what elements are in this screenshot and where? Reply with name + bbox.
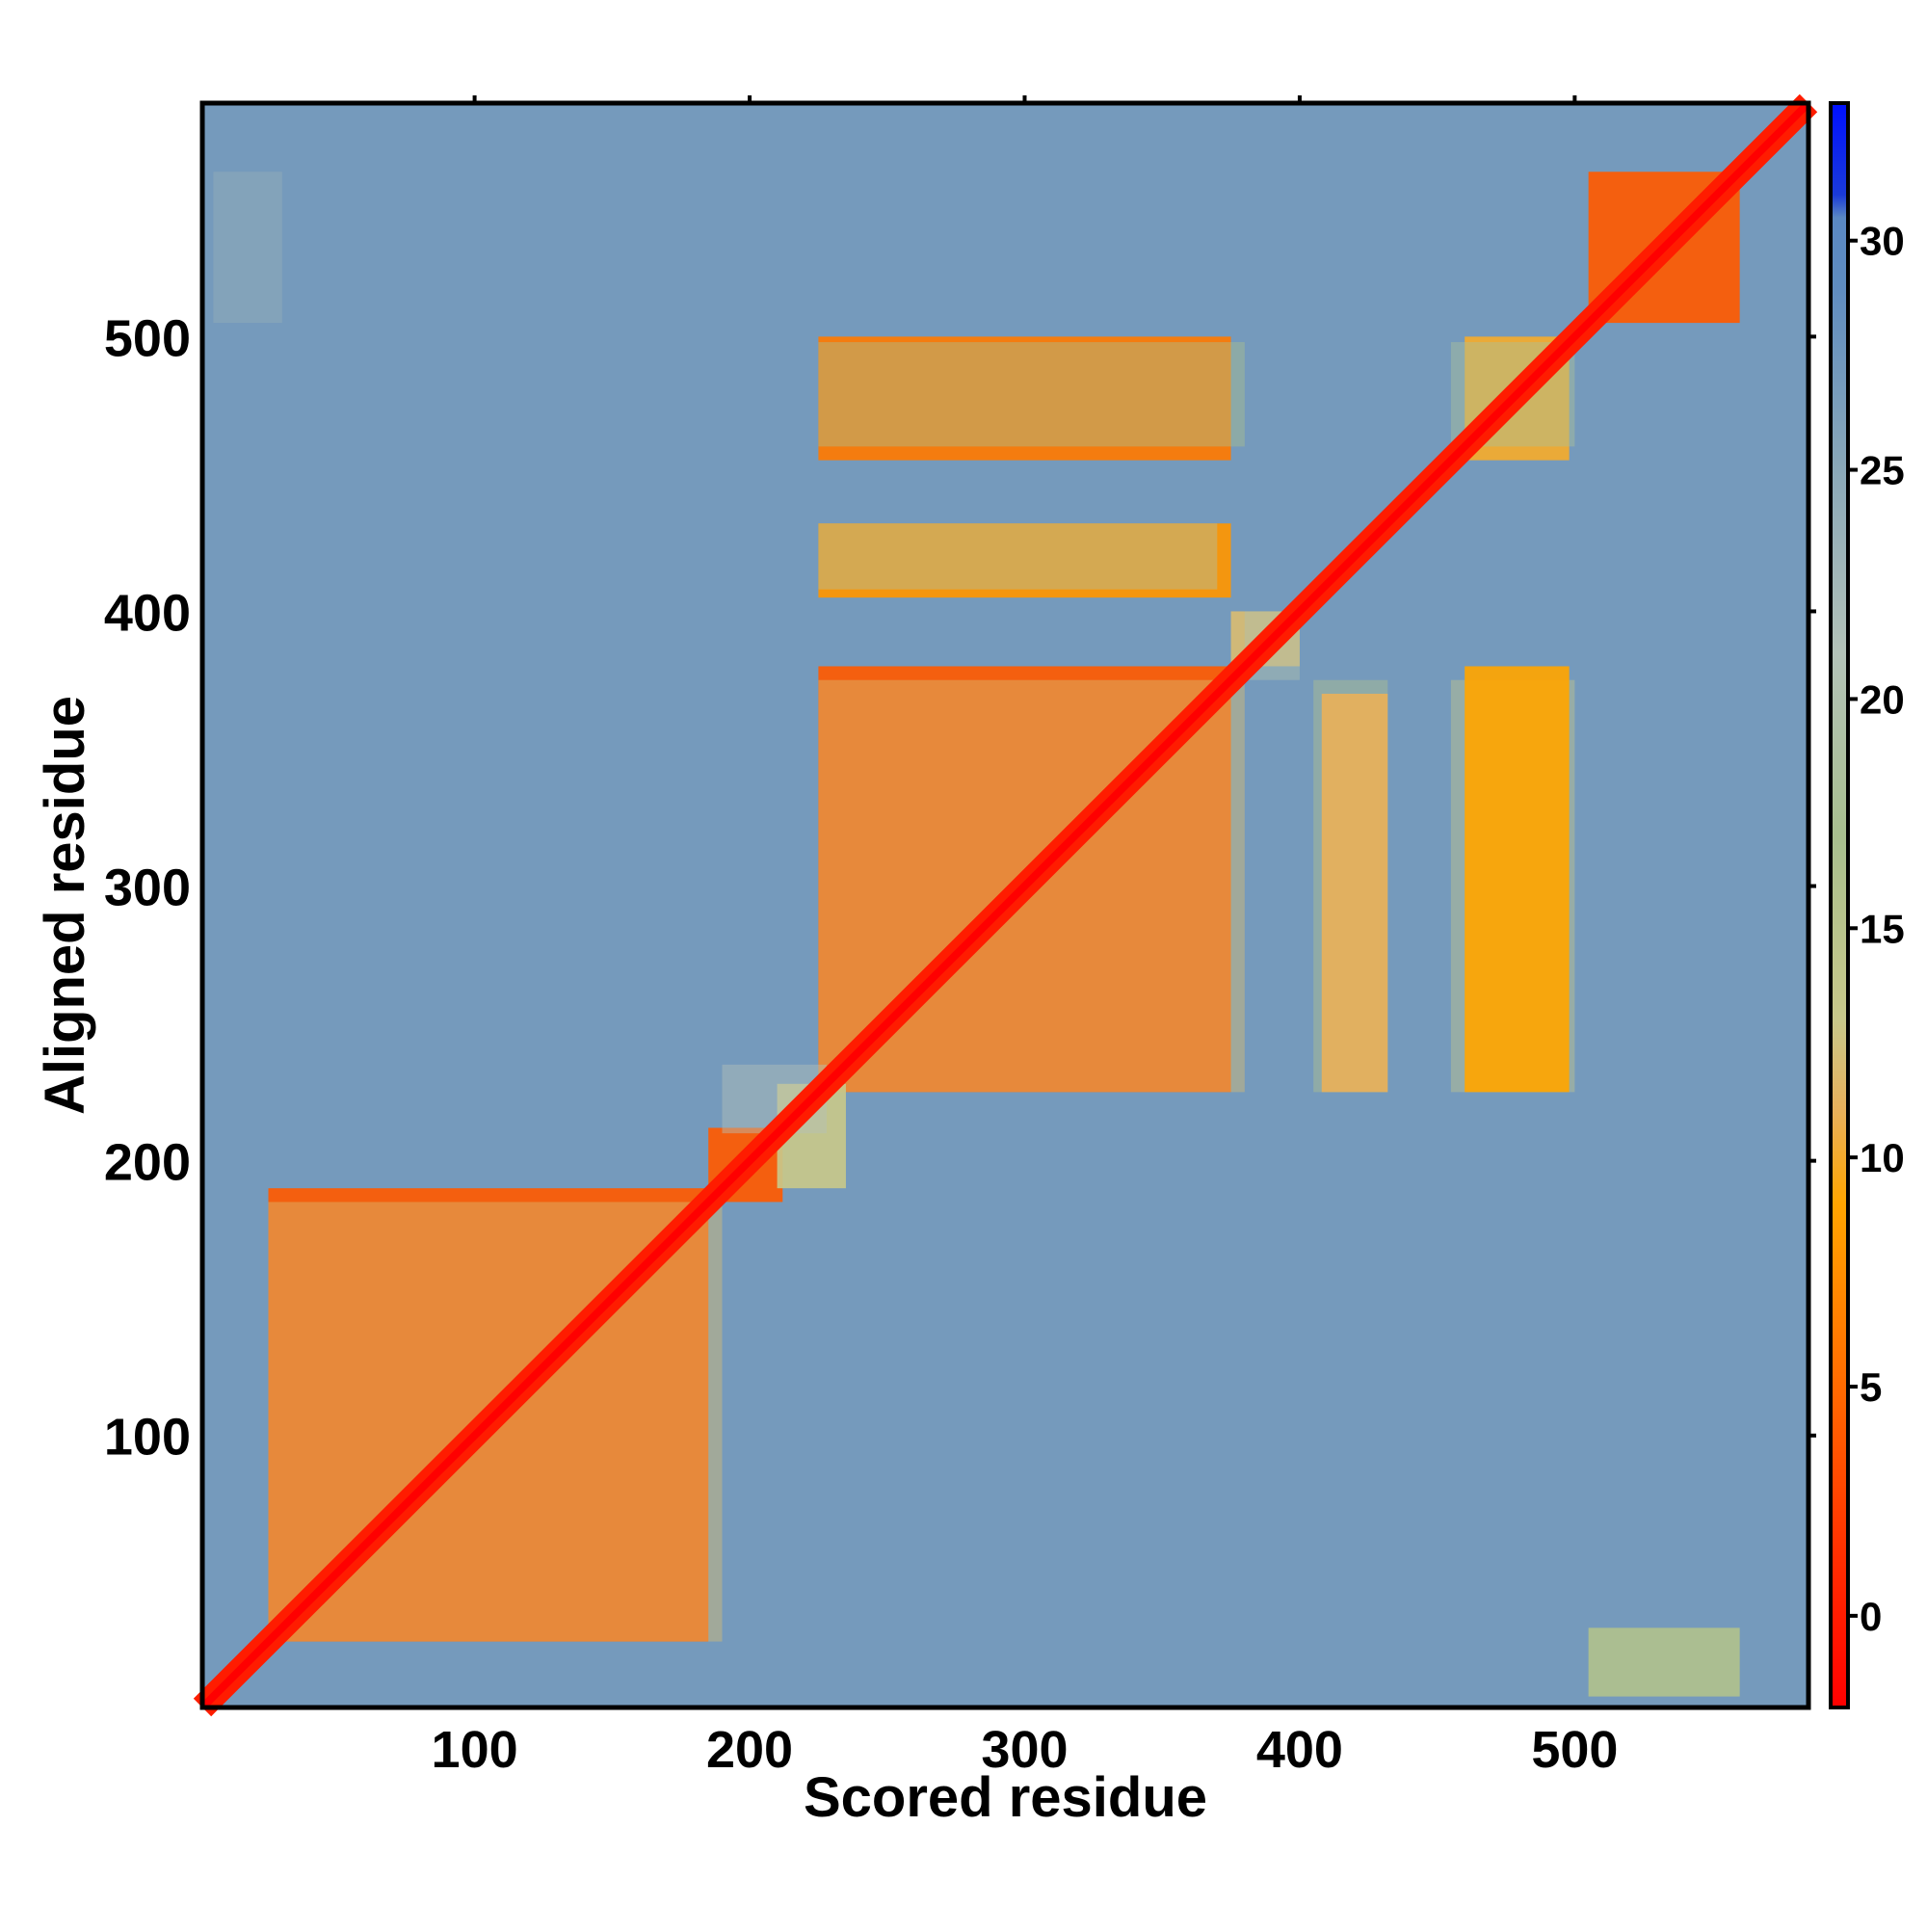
x-tick-label: 100 [432,1721,518,1779]
y-axis-ticks: 100 200 300 400 500 [104,309,1816,1467]
colorbar [1831,103,1848,1707]
colorbar-frame [1829,101,1850,1709]
heatmap-block-10 [1588,1628,1740,1697]
colorbar-tick-label: 25 [1860,448,1905,493]
heatmap-block-8 [1465,666,1570,1093]
heatmap-block-mirror-10 [213,172,282,324]
x-tick-label: 400 [1256,1721,1343,1779]
colorbar-tick-label: 30 [1860,219,1905,264]
x-axis-label: Scored residue [804,1766,1207,1829]
x-tick-label: 500 [1531,1721,1618,1779]
y-tick-label: 400 [104,584,191,642]
y-tick-label: 200 [104,1134,191,1192]
heatmap-block-mirror-8 [818,342,1245,447]
colorbar-tick-label: 15 [1860,906,1905,951]
x-tick-label: 200 [706,1721,793,1779]
plot-frame [199,100,1811,1710]
heatmap-block-7 [1321,693,1388,1093]
x-axis-ticks: 100 200 300 400 500 [432,95,1618,1779]
colorbar-tick-label: 5 [1860,1364,1882,1410]
colorbar-tick-label: 10 [1860,1135,1905,1180]
colorbar-tick-label: 0 [1860,1594,1882,1639]
y-axis-label: Aligned residue [34,696,96,1115]
y-tick-label: 100 [104,1409,191,1467]
heatmap-block-4 [818,523,1231,598]
colorbar-tick-label: 20 [1860,676,1905,722]
heatmap-block-mirror-7 [818,523,1218,590]
heatmap-block-3 [818,336,1231,461]
heatmap-diagonal-core [199,100,1811,1710]
y-tick-label: 500 [104,309,191,367]
y-tick-label: 300 [104,860,191,917]
heatmap-diagonal [193,93,1818,1717]
colorbar-ticks: 0 5 10 15 20 25 30 [1848,219,1905,1639]
x-tick-label: 300 [981,1721,1068,1779]
